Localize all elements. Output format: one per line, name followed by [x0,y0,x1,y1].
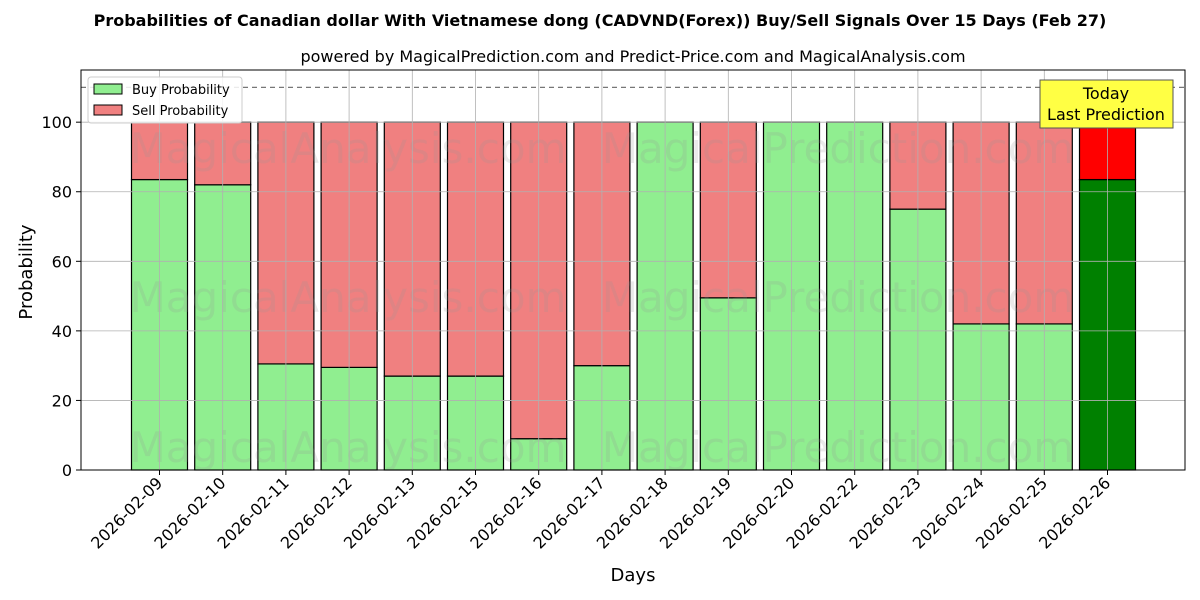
y-tick-label: 80 [52,183,72,202]
plot-area: MagicalAnalysis.com MagicalPrediction.com… [41,69,1186,553]
today-annotation-box [1039,79,1174,129]
today-annotation-text: Last Prediction [1047,105,1165,124]
today-annotation-text: Today [1082,84,1129,103]
watermark-text: MagicalAnalysis.com [130,124,567,173]
legend-box [87,76,243,124]
watermark-text: MagicalPrediction.com [602,273,1075,322]
legend-label: Sell Probability [132,104,229,119]
chart-title: Probabilities of Canadian dollar With Vi… [94,11,1107,30]
legend-swatch [93,83,123,95]
y-axis-label: Probability [16,224,37,319]
y-tick-label: 40 [52,322,72,341]
plot-frame [80,69,1186,471]
watermark-text: MagicalAnalysis.com [130,423,567,472]
watermark-text: MagicalPrediction.com [602,124,1075,173]
y-tick-label: 0 [62,461,72,480]
legend-swatch [93,104,123,116]
y-tick-label: 60 [52,252,72,271]
watermark-text: MagicalPrediction.com [602,423,1075,472]
y-tick-label: 20 [52,391,72,410]
y-tick-label: 100 [41,113,72,132]
x-axis-label: Days [611,565,656,586]
legend-label: Buy Probability [132,83,230,98]
watermark-text: MagicalAnalysis.com [130,273,567,322]
chart-subtitle: powered by MagicalPrediction.com and Pre… [300,47,965,66]
